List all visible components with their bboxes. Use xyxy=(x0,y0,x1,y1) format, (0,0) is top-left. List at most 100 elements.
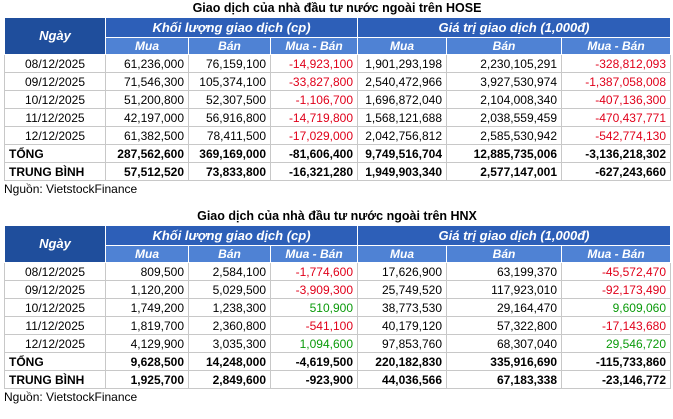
source-note: Nguồn: VietstockFinance xyxy=(4,390,138,404)
cell: 369,169,000 xyxy=(188,144,271,163)
cell: -45,572,470 xyxy=(561,262,671,281)
cell: 61,382,500 xyxy=(105,126,189,145)
cell: 2,360,800 xyxy=(188,316,271,335)
cell: -33,827,800 xyxy=(270,72,358,91)
cell: 76,159,100 xyxy=(188,54,271,73)
cell: 1,749,200 xyxy=(105,298,189,317)
cell: -81,606,400 xyxy=(270,144,358,163)
cell: 11/12/2025 xyxy=(4,108,106,127)
data-table: Ngày Khối lượng giao dịch (cp) Giá trị gia… xyxy=(4,17,671,181)
cell: -17,029,000 xyxy=(270,126,358,145)
cell: 2,577,147,001 xyxy=(446,162,562,181)
data-table: Ngày Khối lượng giao dịch (cp) Giá trị gia… xyxy=(4,225,671,389)
cell: -3,909,300 xyxy=(270,280,358,299)
summary-row: TỔNG 287,562,600 369,169,000 -81,606,400 9,7… xyxy=(4,144,671,163)
data-row: 11/12/2025 1,819,700 2,360,800 -541,100 40,1… xyxy=(4,316,671,335)
cell: -115,733,860 xyxy=(561,352,671,371)
cell: 2,584,100 xyxy=(188,262,271,281)
cell: 52,307,500 xyxy=(188,90,271,109)
cell: 63,199,370 xyxy=(446,262,562,281)
cell: 09/12/2025 xyxy=(4,72,106,91)
header-cell: Ngày xyxy=(4,17,106,55)
column-header: Mua - Bán xyxy=(561,245,671,263)
cell: 9,609,060 xyxy=(561,298,671,317)
header-row: Ngày Khối lượng giao dịch (cp) Giá trị gia… xyxy=(4,225,671,263)
cell: TỔNG xyxy=(4,144,106,163)
cell: 3,035,300 xyxy=(188,334,271,353)
cell: -923,900 xyxy=(270,370,358,389)
cell: 12/12/2025 xyxy=(4,126,106,145)
group-header: Giá trị giao dịch (1,000đ) xyxy=(357,225,671,246)
cell: 08/12/2025 xyxy=(4,262,106,281)
header-row: Ngày Khối lượng giao dịch (cp) Giá trị gia… xyxy=(4,17,671,55)
cell: 56,916,800 xyxy=(188,108,271,127)
summary-row: TRUNG BÌNH 1,925,700 2,849,600 -923,900 44,0… xyxy=(4,370,671,389)
cell: -470,437,771 xyxy=(561,108,671,127)
column-header: Bán xyxy=(188,37,271,55)
cell: 67,183,338 xyxy=(446,370,562,389)
cell: 61,236,000 xyxy=(105,54,189,73)
cell: 68,307,040 xyxy=(446,334,562,353)
data-row: 08/12/2025 61,236,000 76,159,100 -14,923,10… xyxy=(4,54,671,73)
cell: 40,179,120 xyxy=(357,316,447,335)
table-title: Giao dịch của nhà đầu tư nước ngoài trên… xyxy=(197,209,477,223)
cell: 9,749,516,704 xyxy=(357,144,447,163)
cell: 3,927,530,974 xyxy=(446,72,562,91)
cell: 1,568,121,688 xyxy=(357,108,447,127)
table-block: Giao dịch của nhà đầu tư nước ngoài trên… xyxy=(4,0,671,197)
cell: -1,774,600 xyxy=(270,262,358,281)
cell: 42,197,000 xyxy=(105,108,189,127)
column-header: Mua - Bán xyxy=(270,245,358,263)
cell: -23,146,772 xyxy=(561,370,671,389)
cell: 809,500 xyxy=(105,262,189,281)
cell: -92,173,490 xyxy=(561,280,671,299)
table-title: Giao dịch của nhà đầu tư nước ngoài trên… xyxy=(192,1,482,15)
cell: 2,038,559,459 xyxy=(446,108,562,127)
cell: -4,619,500 xyxy=(270,352,358,371)
cell: 51,200,800 xyxy=(105,90,189,109)
column-header: Mua - Bán xyxy=(561,37,671,55)
cell: -3,136,218,302 xyxy=(561,144,671,163)
cell: 9,628,500 xyxy=(105,352,189,371)
cell: 57,322,800 xyxy=(446,316,562,335)
header-cell: Ngày xyxy=(4,225,106,263)
cell: 2,230,105,291 xyxy=(446,54,562,73)
cell: 57,512,520 xyxy=(105,162,189,181)
column-header: Mua xyxy=(105,37,189,55)
column-header: Mua - Bán xyxy=(270,37,358,55)
cell: 09/12/2025 xyxy=(4,280,106,299)
summary-row: TỔNG 9,628,500 14,248,000 -4,619,500 220,182… xyxy=(4,352,671,371)
cell: 97,853,760 xyxy=(357,334,447,353)
cell: 1,901,293,198 xyxy=(357,54,447,73)
cell: 2,849,600 xyxy=(188,370,271,389)
cell: 220,182,830 xyxy=(357,352,447,371)
cell: 2,042,756,812 xyxy=(357,126,447,145)
cell: 12/12/2025 xyxy=(4,334,106,353)
cell: 08/12/2025 xyxy=(4,54,106,73)
cell: 38,773,530 xyxy=(357,298,447,317)
source-note: Nguồn: VietstockFinance xyxy=(4,182,138,196)
cell: 10/12/2025 xyxy=(4,298,106,317)
cell: 5,029,500 xyxy=(188,280,271,299)
cell: 2,104,008,340 xyxy=(446,90,562,109)
cell: 17,626,900 xyxy=(357,262,447,281)
column-header: Bán xyxy=(446,37,562,55)
cell: 1,949,903,340 xyxy=(357,162,447,181)
cell: 1,094,600 xyxy=(270,334,358,353)
cell: -14,923,100 xyxy=(270,54,358,73)
cell: -1,387,058,008 xyxy=(561,72,671,91)
summary-row: TRUNG BÌNH 57,512,520 73,833,800 -16,321,28… xyxy=(4,162,671,181)
cell: -1,106,700 xyxy=(270,90,358,109)
cell: -328,812,093 xyxy=(561,54,671,73)
cell: TỔNG xyxy=(4,352,106,371)
data-row: 09/12/2025 71,546,300 105,374,100 -33,827,8… xyxy=(4,72,671,91)
cell: 1,120,200 xyxy=(105,280,189,299)
cell: 1,925,700 xyxy=(105,370,189,389)
column-header: Bán xyxy=(188,245,271,263)
table-block: Giao dịch của nhà đầu tư nước ngoài trên… xyxy=(4,208,671,405)
header-row: Mua Bán Mua - Bán Mua Bán Mua - Bán xyxy=(5,37,671,55)
cell: 10/12/2025 xyxy=(4,90,106,109)
column-header: Mua xyxy=(105,245,189,263)
cell: TRUNG BÌNH xyxy=(4,370,106,389)
